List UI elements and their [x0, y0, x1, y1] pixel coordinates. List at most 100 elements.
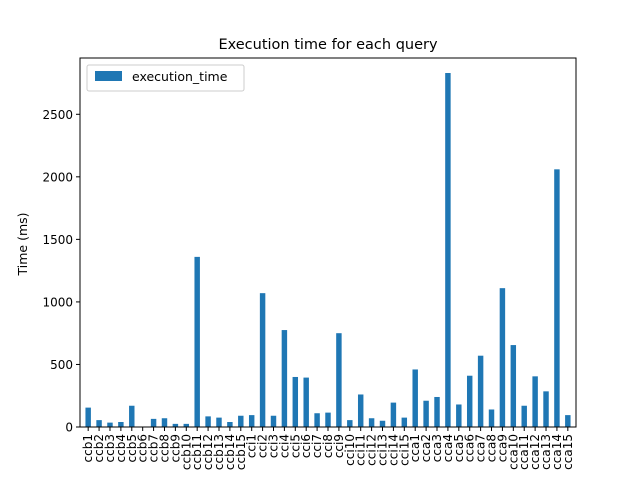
legend-swatch	[95, 71, 122, 81]
legend-box	[86, 64, 245, 92]
bar-cci6	[303, 377, 309, 427]
y-tick-label: 0	[65, 421, 73, 435]
x-tick-label: ccb11	[190, 434, 204, 470]
x-tick-label: cci2	[256, 434, 270, 458]
bar-cca5	[456, 404, 462, 427]
x-tick-label: cca1	[408, 434, 422, 462]
bar-cci10	[347, 420, 353, 427]
x-tick-label: cci10	[343, 434, 357, 466]
y-axis-ticks: 0 500 1000 1500 2000 2500	[42, 108, 80, 435]
bar-ccb13	[216, 417, 222, 427]
bar-cci8	[325, 412, 331, 427]
y-tick-label: 500	[50, 358, 73, 372]
bar-ccb2	[96, 420, 102, 427]
y-tick-label: 1500	[42, 233, 73, 247]
x-tick-label: cci6	[299, 434, 313, 458]
x-tick-label: ccb15	[234, 434, 248, 470]
x-tick-label: ccb4	[114, 434, 128, 462]
bar-cci3	[270, 415, 277, 427]
x-tick-label: cci15	[397, 434, 411, 466]
bar-cci9	[336, 333, 342, 427]
x-tick-label: ccb2	[92, 434, 106, 462]
x-tick-label: cci11	[354, 434, 368, 466]
x-tick-label: cca12	[528, 434, 542, 470]
bar-cca14	[554, 169, 560, 427]
y-tick-label: 2500	[42, 108, 73, 122]
legend: execution_time	[86, 64, 245, 92]
plot-frame	[79, 57, 577, 428]
bar-ccb4	[118, 422, 124, 427]
legend-label: execution_time	[132, 69, 228, 84]
bars-layer	[85, 73, 571, 427]
y-tick-label: 1000	[42, 295, 73, 309]
x-tick-label: cci1	[245, 434, 259, 458]
bar-cca3	[434, 396, 440, 427]
x-tick-label: ccb8	[157, 434, 171, 462]
x-tick-label: cci8	[321, 434, 335, 458]
bar-cca8	[488, 409, 495, 427]
x-tick-label: cci7	[310, 434, 324, 458]
x-tick-label: cci14	[386, 434, 400, 466]
bar-cca13	[543, 391, 549, 427]
bar-ccb14	[227, 422, 233, 427]
bar-ccb12	[205, 416, 211, 427]
x-tick-label: cca4	[441, 434, 455, 462]
bar-cca11	[521, 405, 527, 427]
x-tick-label: cca3	[430, 434, 444, 462]
bar-ccb11	[194, 256, 200, 427]
x-tick-label: cci13	[376, 434, 390, 466]
bar-cci14	[390, 402, 397, 427]
bar-cca2	[423, 400, 429, 427]
bar-ccb9	[172, 423, 179, 427]
bar-cca6	[466, 375, 473, 427]
x-tick-label: ccb6	[136, 434, 150, 462]
x-tick-label: ccb3	[103, 434, 117, 462]
bar-cca12	[532, 376, 538, 427]
x-tick-label: cca2	[419, 434, 433, 462]
x-tick-label: cci12	[365, 434, 379, 466]
bar-ccb10	[183, 423, 190, 427]
x-tick-label: cca10	[506, 434, 520, 470]
x-tick-label: cca9	[495, 434, 509, 462]
x-tick-label: ccb9	[168, 434, 182, 462]
x-tick-label: ccb13	[212, 434, 226, 470]
bar-cci11	[357, 394, 364, 427]
x-tick-label: cca8	[485, 434, 499, 462]
x-tick-label: ccb14	[223, 434, 237, 470]
x-tick-label: cca11	[517, 434, 531, 470]
bar-cci12	[368, 418, 375, 427]
x-axis-ticks: ccb1ccb2ccb3ccb4ccb5ccb6ccb7ccb8ccb9ccb1…	[81, 427, 575, 470]
x-tick-label: ccb12	[201, 434, 215, 470]
bar-cci15	[401, 417, 408, 427]
bar-cci1	[248, 415, 255, 427]
y-axis-label: Time (ms)	[15, 212, 30, 276]
x-tick-label: cca6	[463, 434, 477, 462]
x-tick-label: ccb1	[81, 434, 95, 462]
bar-ccb8	[161, 418, 168, 427]
x-tick-label: cca7	[474, 434, 488, 462]
x-tick-label: cci5	[288, 434, 302, 458]
chart-title: Execution time for each query	[218, 37, 438, 53]
x-tick-label: ccb7	[147, 434, 161, 462]
bar-cci7	[314, 413, 320, 427]
bar-cca15	[565, 415, 571, 427]
bar-cca7	[477, 355, 484, 427]
x-tick-label: cca15	[561, 434, 575, 470]
x-tick-label: cci4	[277, 434, 291, 458]
x-tick-label: cca5	[452, 434, 466, 462]
bar-cci5	[292, 376, 299, 427]
bar-ccb7	[150, 418, 157, 427]
bar-ccb1	[85, 407, 91, 427]
bar-cci4	[281, 330, 288, 427]
y-tick-label: 2000	[42, 170, 73, 184]
bar-ccb15	[238, 415, 244, 427]
bar-cci2	[259, 293, 266, 427]
bar-ccb5	[129, 405, 135, 427]
x-tick-label: cca14	[550, 434, 564, 470]
x-tick-label: cci3	[266, 434, 280, 458]
bar-cci13	[379, 420, 386, 427]
bar-cca4	[445, 73, 451, 427]
bar-cca9	[499, 288, 506, 427]
